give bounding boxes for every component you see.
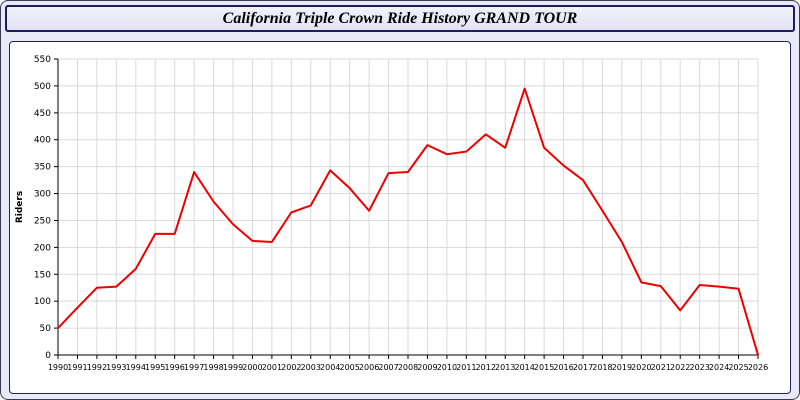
x-tick-label: 2018 <box>592 363 612 372</box>
y-tick-label: 450 <box>34 109 51 119</box>
chart-title: California Triple Crown Ride History GRA… <box>222 9 578 27</box>
y-tick-label: 250 <box>34 216 51 226</box>
x-tick-label: 2024 <box>709 363 729 372</box>
chart-panel: 0 50 100 150 200 250 300 350 400 450 500 550 1990 199… <box>9 41 791 394</box>
x-tick-label: 2023 <box>689 363 709 372</box>
x-tick-label: 2012 <box>476 363 496 372</box>
x-tick-label: 1990 <box>48 363 68 372</box>
x-tick-label: 2010 <box>437 363 457 372</box>
y-tick-label: 300 <box>34 190 51 200</box>
x-tick-label: 2008 <box>398 363 418 372</box>
x-tick-label: 1999 <box>223 363 243 372</box>
x-tick-label: 2013 <box>495 363 515 372</box>
y-tick-label: 100 <box>34 297 51 307</box>
y-axis-title: Riders <box>15 191 25 223</box>
x-tick-label: 2009 <box>417 363 437 372</box>
y-tick-label: 50 <box>40 324 52 334</box>
x-tick-label: 2015 <box>534 363 554 372</box>
y-tick-label: 550 <box>34 55 51 65</box>
x-tick-label: 2003 <box>301 363 321 372</box>
x-tick-label: 1994 <box>126 363 146 372</box>
y-tick-label: 500 <box>34 82 51 92</box>
y-tick-label: 350 <box>34 163 51 173</box>
x-tick-label: 1995 <box>145 363 165 372</box>
x-tick-label: 2025 <box>728 363 748 372</box>
y-tick-label: 200 <box>34 243 51 253</box>
y-tick-label: 150 <box>34 270 51 280</box>
x-tick-label: 2026 <box>748 363 768 372</box>
x-tick-label: 1997 <box>184 363 204 372</box>
x-tick-label: 2011 <box>456 363 476 372</box>
x-tick-label: 1991 <box>67 363 87 372</box>
x-tick-label: 2004 <box>320 363 340 372</box>
x-tick-label: 1996 <box>164 363 184 372</box>
x-tick-label: 2016 <box>553 363 573 372</box>
y-tick-label: 400 <box>34 136 51 146</box>
series-line-riders <box>57 87 759 356</box>
x-tick-label: 2022 <box>670 363 690 372</box>
x-tick-label: 2005 <box>339 363 359 372</box>
x-tick-label: 2020 <box>631 363 651 372</box>
x-tick-label: 2014 <box>514 363 534 372</box>
x-tick-label: 2006 <box>359 363 379 372</box>
x-tick-label: 2000 <box>242 363 262 372</box>
y-tick-label: 0 <box>45 351 51 361</box>
x-tick-label: 1998 <box>203 363 223 372</box>
x-tick-label: 2002 <box>281 363 301 372</box>
x-tick-label: 1992 <box>87 363 107 372</box>
x-tick-label: 2001 <box>262 363 282 372</box>
x-tick-label: 1993 <box>106 363 126 372</box>
chart-title-bar: California Triple Crown Ride History GRA… <box>5 5 795 32</box>
x-tick-label: 2019 <box>612 363 632 372</box>
x-tick-label: 2021 <box>651 363 671 372</box>
x-tick-label: 2017 <box>573 363 593 372</box>
x-tick-label: 2007 <box>378 363 398 372</box>
